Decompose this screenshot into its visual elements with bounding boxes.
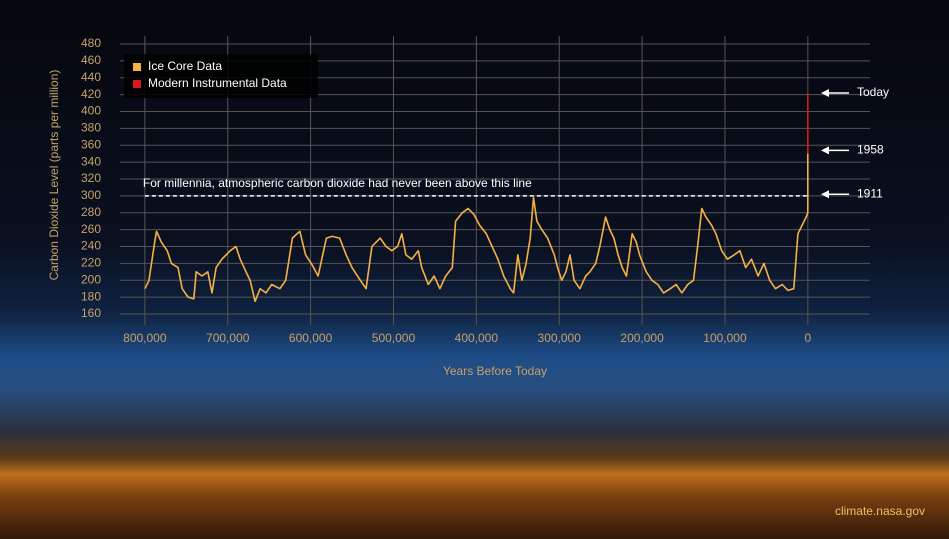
annotation-arrowhead — [821, 146, 829, 155]
x-tick-label: 300,000 — [538, 331, 582, 345]
y-tick-label: 220 — [81, 256, 101, 270]
y-tick-label: 320 — [81, 171, 101, 185]
y-tick-label: 300 — [81, 188, 101, 202]
y-tick-label: 420 — [81, 87, 101, 101]
annotation-label: 1911 — [857, 186, 883, 200]
x-tick-label: 500,000 — [372, 331, 416, 345]
annotation-arrowhead — [821, 88, 829, 97]
annotation-label: Today — [857, 85, 889, 99]
annotation-arrowhead — [821, 190, 829, 199]
y-tick-label: 380 — [81, 121, 101, 135]
y-tick-label: 340 — [81, 154, 101, 168]
y-tick-label: 460 — [81, 53, 101, 67]
x-tick-label: 400,000 — [455, 331, 499, 345]
y-tick-label: 480 — [81, 36, 101, 50]
y-tick-label: 200 — [81, 272, 101, 286]
legend-label: Ice Core Data — [148, 59, 222, 73]
x-tick-label: 800,000 — [123, 331, 167, 345]
x-tick-label: 100,000 — [703, 331, 747, 345]
x-tick-label: 0 — [805, 331, 812, 345]
reference-label: For millennia, atmospheric carbon dioxid… — [143, 176, 532, 190]
y-tick-label: 440 — [81, 70, 101, 84]
legend-swatch — [133, 63, 141, 71]
y-axis-label: Carbon Dioxide Level (parts per million) — [47, 70, 61, 281]
x-axis-label: Years Before Today — [443, 364, 547, 378]
x-tick-label: 600,000 — [289, 331, 333, 345]
y-tick-label: 180 — [81, 289, 101, 303]
legend-box — [124, 54, 318, 98]
x-tick-label: 200,000 — [620, 331, 664, 345]
annotation-label: 1958 — [857, 142, 884, 156]
source: climate.nasa.gov — [835, 504, 925, 518]
y-tick-label: 240 — [81, 239, 101, 253]
x-tick-label: 700,000 — [206, 331, 250, 345]
legend-swatch — [133, 80, 141, 88]
y-tick-label: 260 — [81, 222, 101, 236]
y-tick-label: 400 — [81, 104, 101, 118]
y-tick-label: 360 — [81, 137, 101, 151]
y-tick-label: 280 — [81, 205, 101, 219]
data-line — [144, 153, 809, 303]
y-tick-label: 160 — [81, 306, 101, 320]
legend-label: Modern Instrumental Data — [148, 76, 287, 90]
